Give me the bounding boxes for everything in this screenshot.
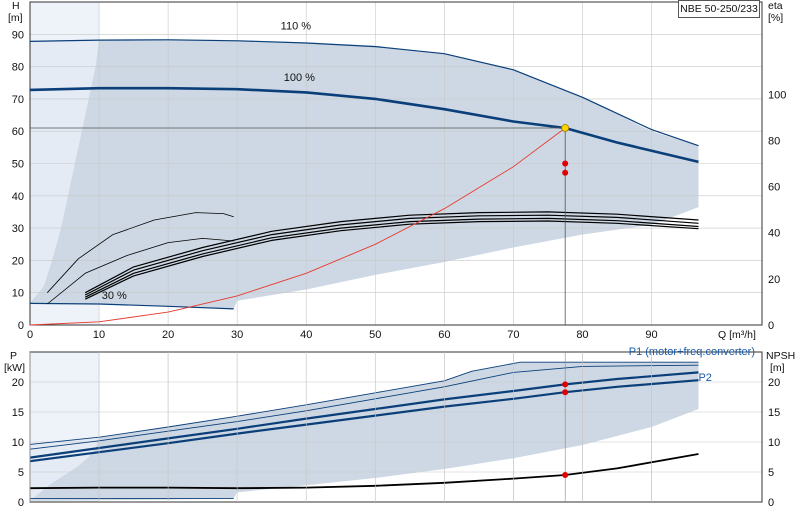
y2-tick-label: 0	[768, 497, 774, 509]
efficiency-point-marker	[562, 160, 569, 167]
operating-range-envelope	[30, 39, 699, 309]
speed-label-100: 100 %	[284, 72, 315, 84]
y-tick-label: 30	[12, 223, 24, 235]
operating-range-envelope	[30, 362, 699, 501]
y-tick-label: 90	[12, 29, 24, 41]
y-tick-label: 0	[18, 497, 24, 509]
power-point-marker	[562, 389, 569, 396]
envelope-left-fade	[30, 39, 100, 304]
y2-tick-label: 5	[768, 467, 774, 479]
x-tick-label: 30	[231, 329, 243, 341]
y2-tick-label: 15	[768, 407, 780, 419]
x-tick-label: 0	[27, 329, 33, 341]
y2-tick-label: 80	[768, 135, 780, 147]
legend-p1: P1 (motor+freq.converter)	[629, 346, 755, 358]
curve-system	[29, 127, 566, 326]
curve-thin	[29, 364, 699, 450]
power-point-marker	[562, 381, 569, 388]
y-tick-label: 60	[12, 126, 24, 138]
curve-efficiency	[47, 212, 234, 293]
x-tick-label: 60	[438, 329, 450, 341]
flow-axis-title: Q [m³/h]	[718, 329, 756, 341]
curve-efficiency	[84, 214, 699, 296]
curve-efficiency	[84, 220, 699, 300]
y-tick-label: 5	[18, 467, 24, 479]
y-tick-label: 40	[12, 191, 24, 203]
x-tick-label: 80	[576, 329, 588, 341]
efficiency-point-marker	[562, 169, 569, 176]
y-tick-label: 80	[12, 62, 24, 74]
npsh-axis-title: NPSH	[766, 350, 796, 362]
duty-point-marker	[561, 124, 570, 132]
eta-axis-unit: [%]	[768, 12, 784, 24]
y2-tick-label: 40	[768, 228, 780, 240]
y-tick-label: 15	[12, 407, 24, 419]
y-tick-label: 10	[12, 437, 24, 449]
y-tick-label: 0	[18, 320, 24, 332]
y2-tick-label: 60	[768, 182, 780, 194]
curve-head	[29, 86, 699, 164]
x-tick-label: 40	[300, 329, 312, 341]
curve-thin	[29, 361, 699, 445]
pump-model-label: NBE 50-250/233	[678, 0, 760, 18]
curve-head	[29, 302, 234, 310]
x-tick-label: 90	[645, 329, 657, 341]
y2-tick-label: 0	[768, 320, 774, 332]
x-tick-label: 50	[369, 329, 381, 341]
x-tick-label: 10	[93, 329, 105, 341]
curve-efficiency	[47, 238, 234, 305]
x-tick-label: 20	[162, 329, 174, 341]
legend-p2: P2	[698, 372, 711, 384]
speed-label-110: 110 %	[281, 20, 312, 32]
head-axis-title: H	[12, 0, 20, 12]
y2-tick-label: 10	[768, 437, 780, 449]
y-tick-label: 70	[12, 94, 24, 106]
y2-tick-label: 20	[768, 274, 780, 286]
y-tick-label: 20	[12, 377, 24, 389]
curve-efficiency	[84, 217, 699, 298]
y-tick-label: 10	[12, 288, 24, 300]
y-tick-label: 50	[12, 159, 24, 171]
curve-efficiency	[84, 211, 699, 294]
y-tick-label: 20	[12, 255, 24, 267]
head-axis-unit: [m]	[8, 12, 23, 24]
envelope-left-fade	[30, 437, 100, 501]
x-tick-label: 70	[507, 329, 519, 341]
y2-tick-label: 100	[768, 89, 786, 101]
y2-tick-label: 20	[768, 377, 780, 389]
npsh-axis-unit: [m]	[770, 362, 785, 374]
curve-head	[29, 39, 699, 147]
speed-label-30: 30 %	[102, 290, 127, 302]
power-axis-title: P	[10, 350, 18, 362]
power-axis-unit: [kW]	[4, 362, 25, 374]
power-point-marker	[562, 472, 569, 478]
eta-axis-title: eta	[768, 0, 783, 12]
plot-frame	[29, 1, 763, 326]
